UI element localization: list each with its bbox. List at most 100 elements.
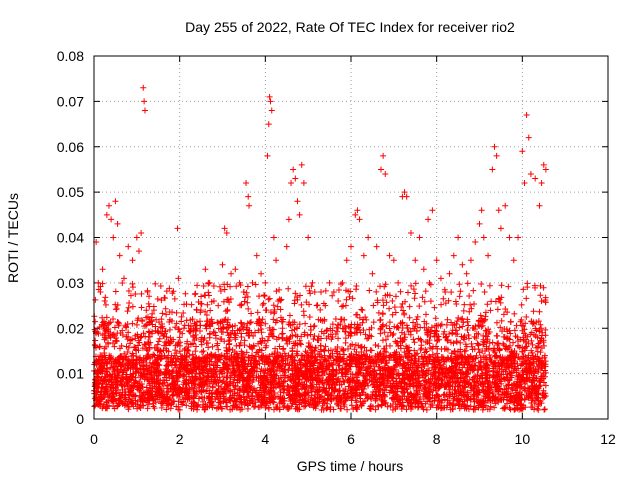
data-point — [114, 357, 121, 364]
data-point — [208, 319, 215, 326]
data-point — [343, 395, 350, 402]
data-point — [139, 362, 146, 369]
data-point — [188, 369, 195, 376]
data-point — [379, 323, 386, 330]
data-point — [514, 342, 521, 349]
data-point — [390, 363, 397, 370]
data-point — [496, 363, 503, 370]
data-point — [138, 316, 145, 323]
x-tick-label: 6 — [347, 431, 355, 447]
data-point — [515, 373, 522, 380]
data-point — [445, 297, 452, 304]
data-point — [158, 404, 165, 411]
data-point — [524, 388, 531, 395]
data-point — [484, 397, 491, 404]
data-point — [505, 283, 512, 290]
data-point — [380, 355, 387, 362]
data-point — [480, 363, 487, 370]
data-point — [379, 337, 386, 344]
data-point — [465, 393, 472, 400]
data-point — [458, 359, 465, 366]
data-point — [359, 307, 366, 314]
data-point — [367, 406, 374, 413]
data-point — [167, 334, 174, 341]
data-point — [173, 403, 180, 410]
data-point — [231, 390, 238, 397]
data-point — [166, 285, 173, 292]
data-point — [362, 356, 369, 363]
data-point — [311, 333, 318, 340]
data-point — [267, 327, 274, 334]
data-point — [491, 404, 498, 411]
data-point — [457, 374, 464, 381]
data-point — [260, 381, 267, 388]
data-point — [324, 396, 331, 403]
data-point — [323, 327, 330, 334]
data-point — [446, 330, 453, 337]
data-point — [407, 390, 414, 397]
data-point — [471, 333, 478, 340]
data-point — [293, 350, 300, 357]
data-point — [205, 289, 212, 296]
data-point — [228, 352, 235, 359]
data-point — [410, 336, 417, 343]
data-point — [440, 361, 447, 368]
data-point — [401, 385, 408, 392]
data-point — [124, 308, 131, 315]
data-point — [238, 333, 245, 340]
data-point — [244, 299, 251, 306]
data-point — [140, 359, 147, 366]
data-point — [173, 392, 180, 399]
data-point — [387, 329, 394, 336]
data-point — [243, 289, 250, 296]
data-point — [159, 399, 166, 406]
data-point — [220, 386, 227, 393]
y-tick-label: 0.01 — [57, 366, 84, 382]
data-point — [356, 314, 363, 321]
data-point — [422, 288, 429, 295]
data-point — [482, 367, 489, 374]
data-point — [342, 335, 349, 342]
data-point — [347, 371, 354, 378]
data-point — [309, 383, 316, 390]
data-point — [398, 304, 405, 311]
data-point — [522, 344, 529, 351]
y-tick-label: 0.08 — [57, 48, 84, 64]
data-point — [154, 356, 161, 363]
data-point — [170, 391, 177, 398]
data-point — [406, 303, 413, 310]
data-point — [435, 322, 442, 329]
data-point — [257, 377, 264, 384]
data-point — [471, 398, 478, 405]
data-point — [141, 376, 148, 383]
data-point — [431, 304, 438, 311]
data-point — [98, 353, 105, 360]
data-point — [259, 302, 266, 309]
data-point — [452, 327, 459, 334]
data-point — [353, 399, 360, 406]
y-axis-label: ROTI / TECUs — [5, 193, 21, 283]
y-tick-label: 0 — [76, 411, 84, 427]
data-point — [241, 401, 248, 408]
data-point — [444, 397, 451, 404]
data-point — [182, 354, 189, 361]
data-point — [321, 355, 328, 362]
data-point — [387, 402, 394, 409]
data-point — [164, 402, 171, 409]
data-point — [404, 325, 411, 332]
data-point — [356, 391, 363, 398]
data-point — [179, 362, 186, 369]
data-point — [538, 325, 545, 332]
data-point — [451, 393, 458, 400]
data-point — [542, 294, 549, 301]
data-point — [210, 283, 217, 290]
data-point — [134, 365, 141, 372]
data-point — [360, 360, 367, 367]
data-point — [236, 342, 243, 349]
data-point — [432, 315, 439, 322]
chart-title: Day 255 of 2022, Rate Of TEC Index for r… — [185, 19, 515, 35]
data-point — [486, 340, 493, 347]
data-point — [302, 320, 309, 327]
data-point — [301, 355, 308, 362]
data-point — [203, 311, 210, 318]
